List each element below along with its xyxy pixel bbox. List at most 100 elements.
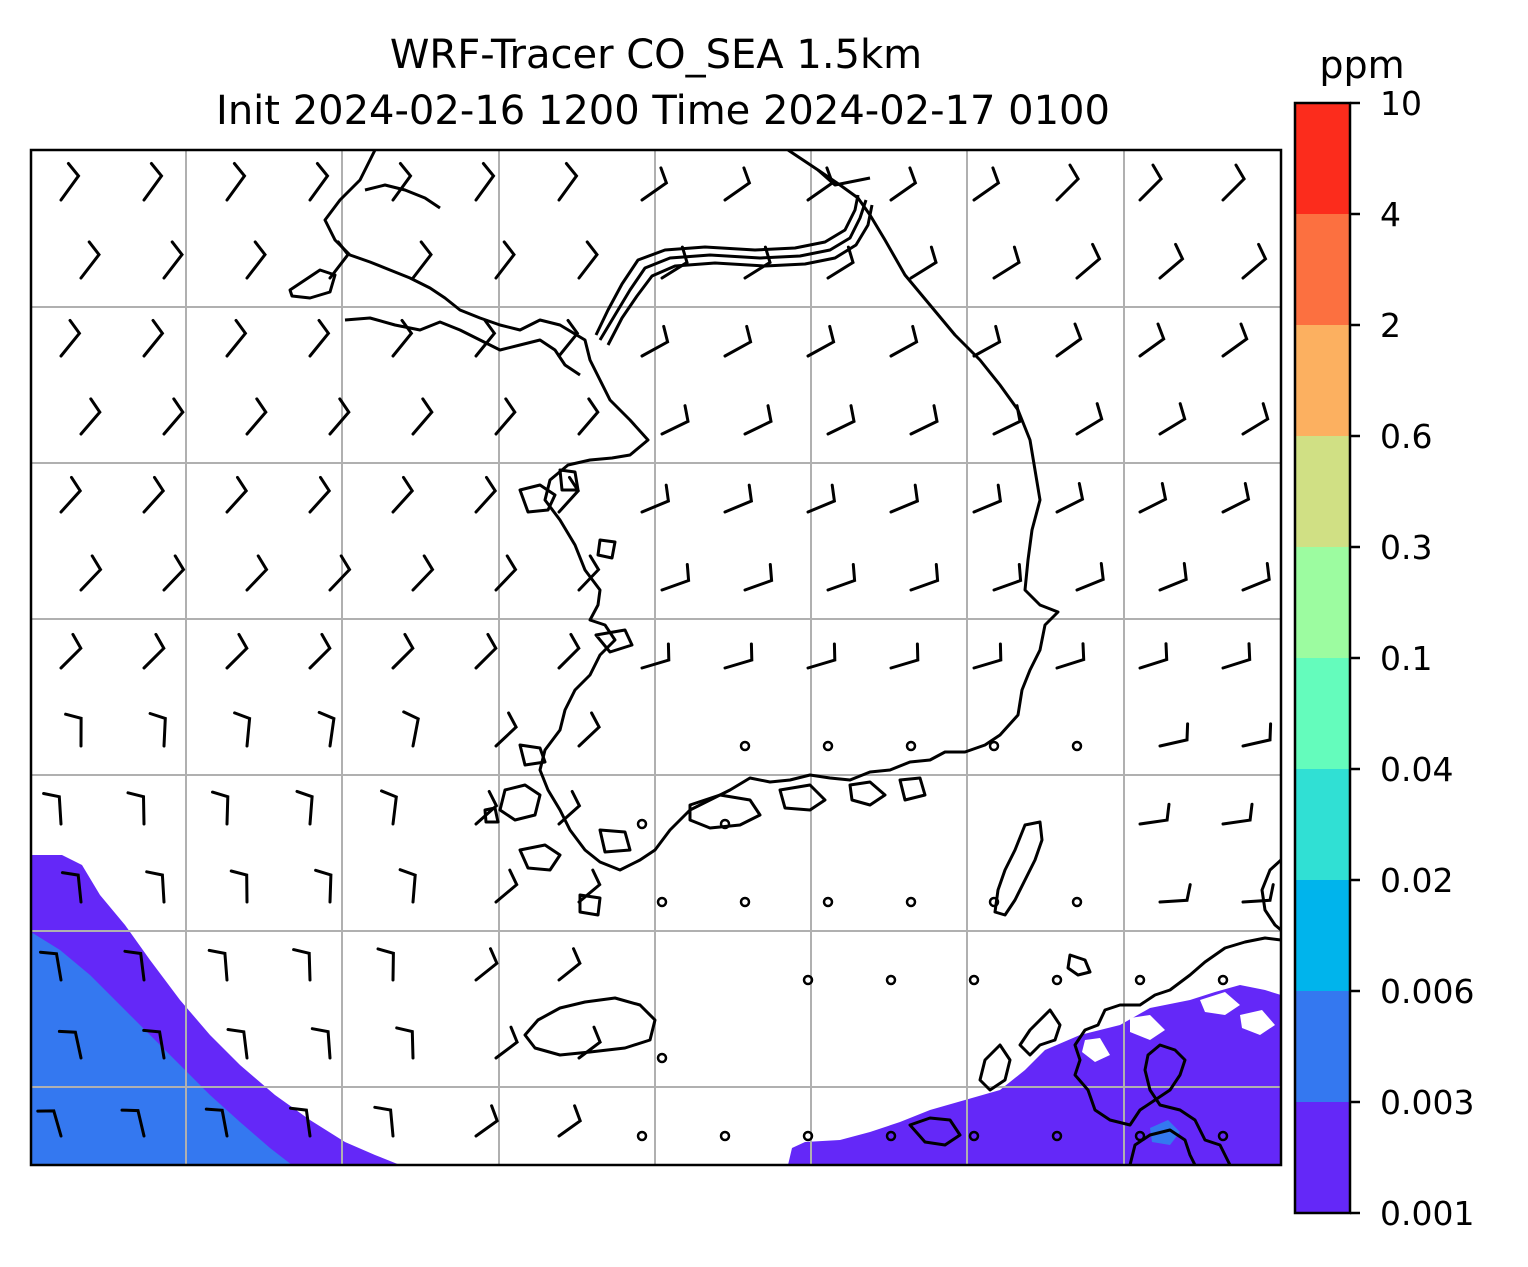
wind-barb [162,397,185,436]
wind-barb [909,404,939,436]
wind-barb [148,712,167,748]
wind-barb [660,563,691,592]
colorbar-tick-label: 0.02 [1380,861,1453,900]
wind-barb [42,792,63,826]
wind-barb [376,947,395,982]
colorbar-segment [1295,769,1350,880]
colorbar: ppm 0.001 0.003 0.006 0.02 0.04 0.1 0.3 0.6 2 4 10 [1293,43,1474,1233]
coastline-west-bay [344,316,581,377]
wind-barb [577,240,599,280]
calm-wind-marker [1134,1130,1146,1142]
wind-barb [1241,883,1275,904]
colorbar-tick-label: 2 [1380,306,1401,345]
wind-barb [494,240,516,280]
colorbar-tick-label: 0.1 [1380,639,1432,678]
map-frame [29,148,1283,1167]
colorbar-tick-label: 0.001 [1380,1194,1474,1233]
wind-barb [474,475,498,514]
wind-barb [411,397,434,436]
calm-wind-marker [1051,1130,1063,1142]
colorbar-tick-label: 10 [1380,84,1422,123]
wind-barb [204,1107,229,1138]
wind-barb [474,632,498,670]
wind-barb [39,950,63,982]
wind-barb [1241,562,1271,592]
wind-barb [1055,482,1085,514]
wind-barb [1075,402,1104,436]
wind-barb [660,245,689,280]
wind-barb [391,632,415,670]
calm-wind-marker [1217,974,1229,986]
wind-barb [1158,402,1187,436]
calm-wind-marker [1051,974,1063,986]
map-panel[interactable] [31,150,1281,1165]
calm-wind-marker [885,1130,897,1142]
wind-barb [126,791,146,826]
colorbar-segment [1295,325,1350,436]
wind-barb [308,162,330,202]
calm-wind-marker [905,740,917,752]
calm-wind-marker [719,818,731,830]
wind-barb [57,1029,83,1060]
wind-barb [557,632,581,670]
wind-barb [640,324,670,358]
river-estuary-1 [598,199,868,341]
wind-barb [494,397,517,436]
wind-barb [1138,322,1166,358]
calm-wind-marker [885,974,897,986]
wind-barb [723,166,752,202]
wind-barb [909,563,940,592]
wind-barb [1241,402,1270,436]
wind-barb [474,1104,500,1138]
wind-barb [314,868,333,904]
wind-barb [120,1108,146,1138]
wind-barb [79,240,101,280]
colorbar-tick-label: 0.04 [1380,750,1453,789]
wind-barb [577,554,601,592]
wind-barb [391,318,414,358]
jeju-island [523,996,657,1057]
wind-barb [380,789,398,826]
wind-barb [395,1026,415,1060]
wind-barb [142,1028,166,1060]
colorbar-tick-label: 0.006 [1380,972,1474,1011]
wind-barb [391,162,413,202]
wind-barb [723,324,753,358]
wind-barb [64,712,83,748]
wind-barb [1138,163,1163,202]
wind-barb [142,632,166,670]
wind-barb [889,642,920,670]
wind-barb [577,1025,602,1060]
colorbar-tick-label: 0.3 [1380,528,1432,567]
coastline-sw-islands [483,743,927,917]
wind-barb [207,948,229,982]
wind-barb [373,1105,395,1138]
wind-barb [328,240,350,280]
calm-wind-marker [802,1130,814,1142]
wind-barb [226,1028,249,1060]
calm-wind-marker [968,1130,980,1142]
wind-barb [743,404,773,436]
wind-barb [494,868,519,904]
wind-barb [557,318,580,358]
river-estuary-2 [606,204,874,346]
wind-barb [411,554,435,592]
wind-barb [806,642,837,670]
wind-barb [474,790,499,826]
calm-wind-marker [822,740,834,752]
calm-wind-markers [636,740,1229,1142]
wind-barb [640,166,669,202]
wind-barb [60,871,83,904]
wind-barb [1221,802,1254,826]
wind-barb [308,318,331,358]
coastlines [288,150,1281,1165]
wind-barb [295,789,314,826]
wind-barb [123,949,146,982]
wind-barb [1158,562,1188,592]
colorbar-segment [1295,214,1350,325]
wind-barb [59,632,83,670]
wind-barb [245,554,269,592]
wind-barb [577,397,600,436]
wind-barb [889,324,919,358]
calm-wind-marker [636,818,648,830]
